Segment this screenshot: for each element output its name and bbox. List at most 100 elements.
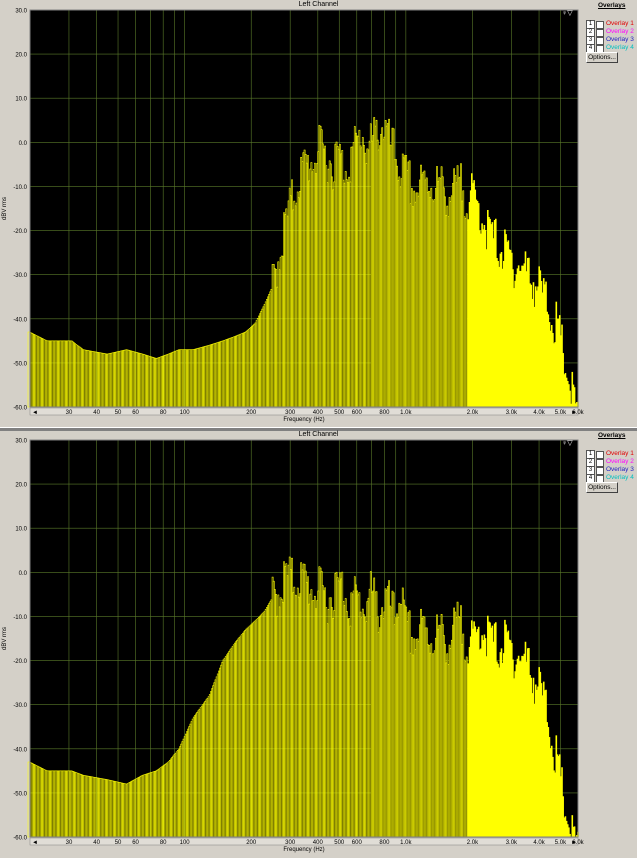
x-tick-label: 60	[132, 410, 139, 416]
x-tick-label: 80	[160, 840, 167, 846]
overlay-checkbox[interactable]	[596, 21, 604, 29]
overlay-label: Overlay 1	[606, 450, 634, 457]
y-tick-label: -40.0	[13, 317, 27, 323]
x-tick-label: 6.0k	[572, 840, 584, 846]
x-tick-label: 50	[115, 840, 122, 846]
cursor-tools-icon[interactable]: ♀▽	[562, 10, 573, 17]
x-tick-label: 500	[334, 410, 345, 416]
x-tick-label: 1.0k	[400, 840, 412, 846]
x-tick-label: 3.0k	[506, 410, 518, 416]
y-tick-label: 30.0	[15, 9, 27, 15]
overlay-checkbox[interactable]	[596, 29, 604, 37]
spectrum-bar	[465, 213, 468, 408]
y-tick-label: 10.0	[15, 97, 27, 103]
x-tick-label: 4.0k	[533, 410, 545, 416]
overlays-header: Overlays	[598, 2, 626, 9]
y-tick-label: 10.0	[15, 527, 27, 533]
overlay-row-3[interactable]: 3 Overlay 3	[586, 466, 634, 475]
x-tick-label: 800	[379, 840, 390, 846]
y-tick-label: -60.0	[13, 836, 27, 842]
x-axis-label: Frequency (Hz)	[283, 847, 324, 853]
x-tick-label: 30	[66, 840, 73, 846]
overlay-label: Overlay 2	[606, 458, 634, 465]
y-tick-label: -20.0	[13, 659, 27, 665]
overlay-label: Overlay 4	[606, 474, 634, 481]
overlay-row-4[interactable]: 4 Overlay 4	[586, 44, 634, 53]
chart-title: Left Channel	[298, 431, 339, 438]
y-axis-label: dBV rms	[2, 627, 8, 650]
horizontal-scrollbar	[29, 837, 579, 846]
x-tick-label: 400	[313, 840, 324, 846]
scroll-left-icon: ◄	[32, 840, 38, 846]
y-tick-label: 0.0	[19, 571, 28, 577]
overlays-header: Overlays	[598, 432, 626, 439]
x-tick-label: 3.0k	[506, 840, 518, 846]
overlay-checkbox[interactable]	[596, 459, 604, 467]
x-tick-label: 300	[285, 840, 296, 846]
overlay-label: Overlay 4	[606, 44, 634, 51]
overlay-label: Overlay 1	[606, 20, 634, 27]
spectrum-bar	[465, 656, 468, 838]
overlay-row-2[interactable]: 2 Overlay 2	[586, 28, 634, 37]
spectrum-chart-top[interactable]: 30.0 20.0 10.0 0.0 -10.0 -20.0 -30.0 -40.0 -50.0…	[0, 0, 637, 428]
x-tick-label: 4.0k	[533, 840, 545, 846]
scroll-right-icon: ►	[571, 840, 577, 846]
x-tick-label: 600	[352, 410, 363, 416]
overlay-label: Overlay 3	[606, 36, 634, 43]
y-tick-label: -10.0	[13, 615, 27, 621]
y-tick-label: -30.0	[13, 273, 27, 279]
y-tick-label: 0.0	[19, 141, 28, 147]
x-tick-label: 5.0k	[555, 840, 567, 846]
x-tick-label: 5.0k	[555, 410, 567, 416]
plot-frame	[29, 9, 579, 408]
x-tick-label: 400	[313, 410, 324, 416]
y-tick-label: -50.0	[13, 791, 27, 797]
options-button[interactable]: Options...	[586, 482, 618, 493]
overlay-checkbox[interactable]	[596, 467, 604, 475]
overlay-row-2[interactable]: 2 Overlay 2	[586, 458, 634, 467]
overlay-label: Overlay 2	[606, 28, 634, 35]
cursor-tools-icon[interactable]: ♀▽	[562, 440, 573, 447]
y-tick-label: -30.0	[13, 703, 27, 709]
overlay-row-1[interactable]: 1 Overlay 1	[586, 450, 634, 459]
spectrum-panel-bottom: Left Channel 30.0 20.0 10.0 0.0 -10.0 -20.0 -3…	[0, 430, 637, 858]
overlay-row-1[interactable]: 1 Overlay 1	[586, 20, 634, 29]
panel-divider[interactable]	[0, 427, 637, 431]
options-button[interactable]: Options...	[586, 52, 618, 63]
scroll-right-icon: ►	[571, 410, 577, 416]
spectrum-series	[27, 556, 579, 838]
x-tick-label: 200	[246, 410, 257, 416]
y-tick-label: 20.0	[15, 53, 27, 59]
overlay-checkbox[interactable]	[596, 451, 604, 459]
x-tick-label: 200	[246, 840, 257, 846]
overlay-label: Overlay 3	[606, 466, 634, 473]
x-tick-label: 40	[93, 840, 100, 846]
y-tick-label: -20.0	[13, 229, 27, 235]
x-tick-label: 800	[379, 410, 390, 416]
y-axis-label: dBV rms	[2, 197, 8, 220]
x-tick-label: 30	[66, 410, 73, 416]
x-tick-label: 40	[93, 410, 100, 416]
y-tick-label: -60.0	[13, 406, 27, 412]
spectrum-chart-bottom[interactable]: 30.0 20.0 10.0 0.0 -10.0 -20.0 -30.0 -40.0 -50.0…	[0, 430, 637, 858]
x-tick-label: 100	[180, 410, 191, 416]
y-tick-label: -10.0	[13, 185, 27, 191]
y-tick-label: -50.0	[13, 361, 27, 367]
x-tick-label: 1.0k	[400, 410, 412, 416]
x-tick-label: 50	[115, 410, 122, 416]
y-tick-label: 30.0	[15, 439, 27, 445]
overlay-row-4[interactable]: 4 Overlay 4	[586, 474, 634, 483]
x-tick-label: 60	[132, 840, 139, 846]
horizontal-scrollbar	[29, 407, 579, 416]
plot-frame	[29, 439, 579, 838]
x-tick-label: 2.0k	[467, 410, 479, 416]
x-tick-label: 300	[285, 410, 296, 416]
x-tick-label: 500	[334, 840, 345, 846]
overlay-row-3[interactable]: 3 Overlay 3	[586, 36, 634, 45]
spectrum-panel-top: Left Channel 30.0 20.0 10.0 0.0 -10.0 -20.0 -3…	[0, 0, 637, 428]
scroll-left-icon: ◄	[32, 410, 38, 416]
x-tick-label: 6.0k	[572, 410, 584, 416]
overlay-checkbox[interactable]	[596, 37, 604, 45]
x-tick-label: 100	[180, 840, 191, 846]
x-tick-label: 80	[160, 410, 167, 416]
